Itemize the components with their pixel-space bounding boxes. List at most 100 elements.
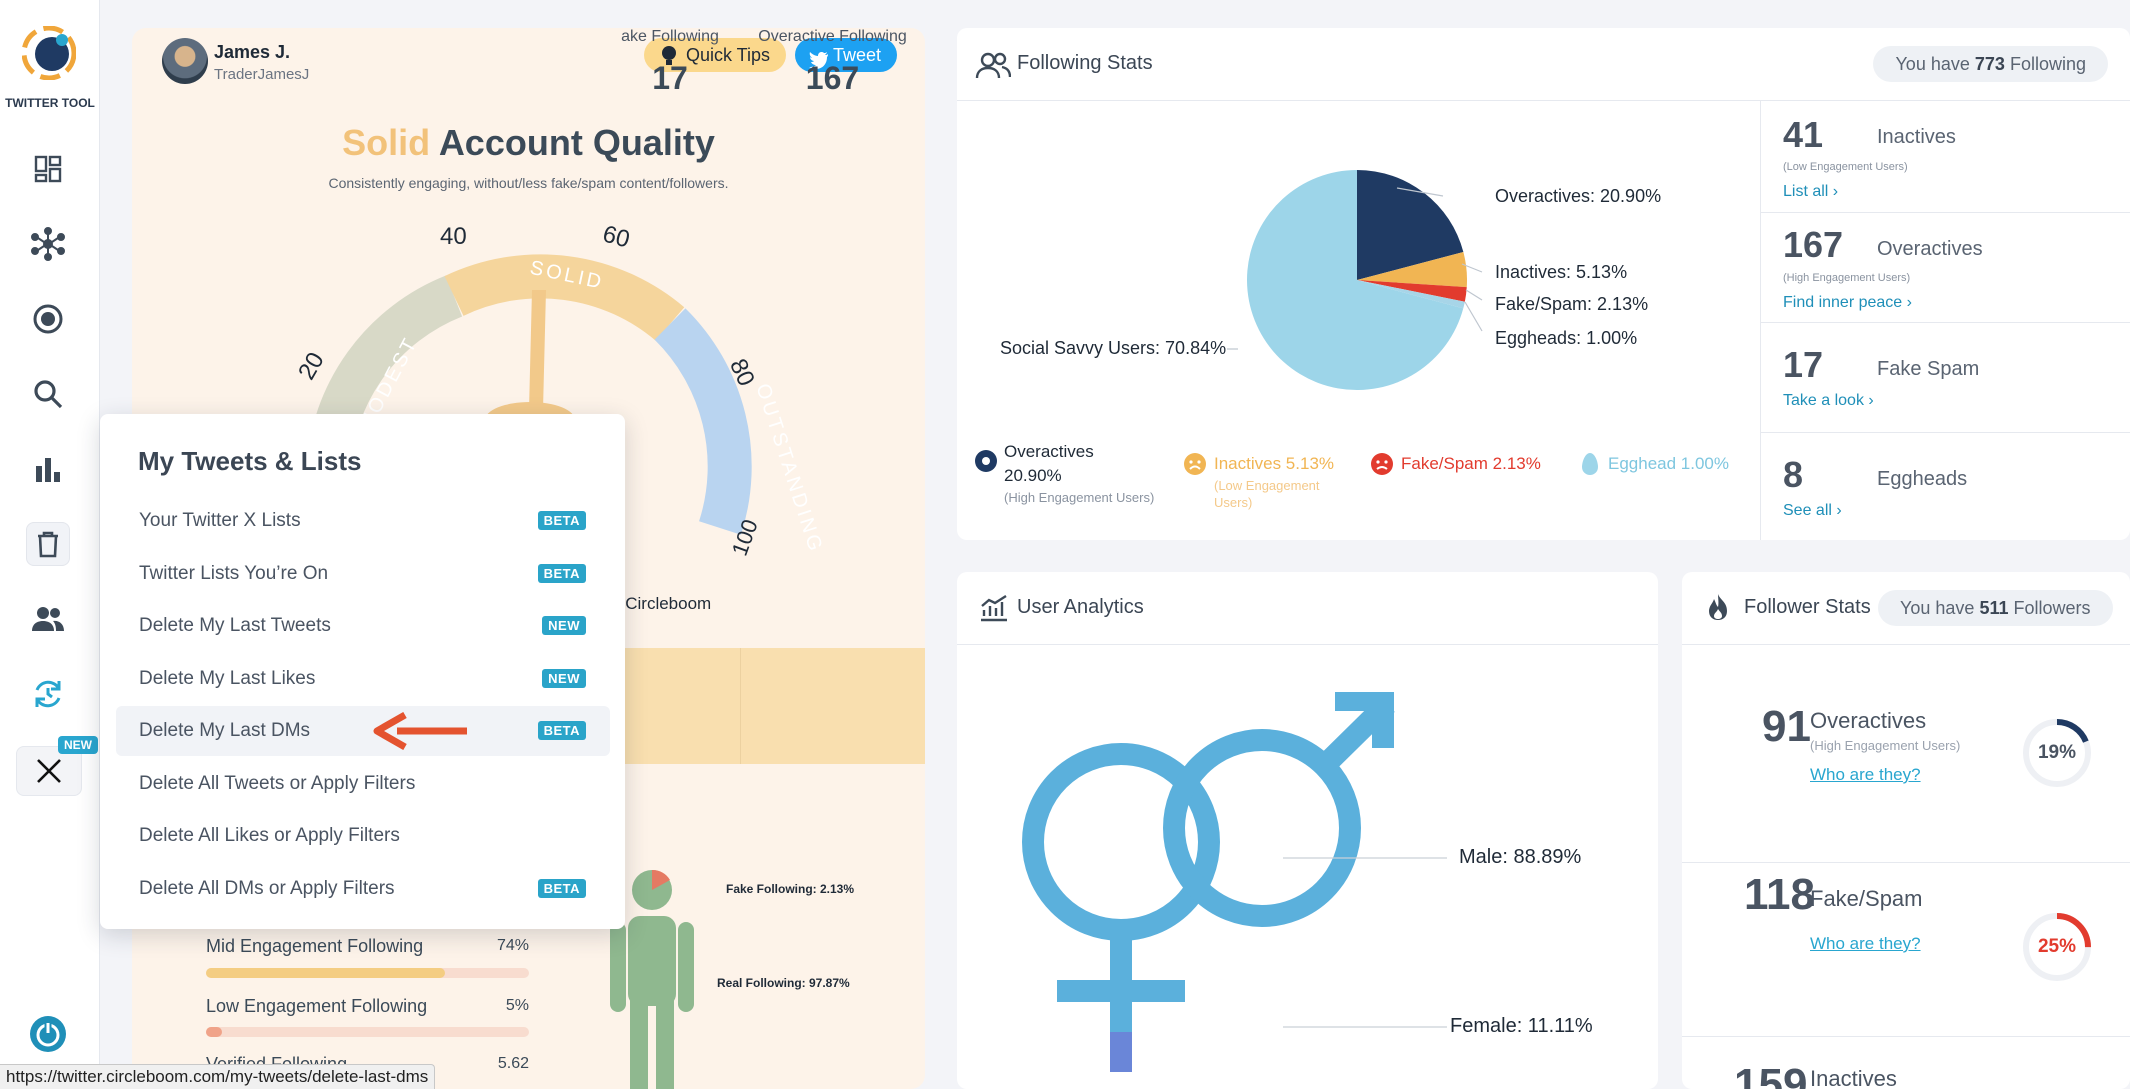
followers-count-pill: You have 511 Followers [1878, 590, 2113, 626]
pie-leader-lines [1227, 187, 1483, 350]
overactives-sub: (High Engagement Users) [1783, 272, 1911, 284]
eggheads-label: Eggheads [1877, 468, 1968, 490]
new-badge: NEW [58, 736, 98, 754]
power-icon[interactable] [28, 1014, 68, 1054]
users-icon[interactable] [26, 597, 70, 641]
sidebar: TWITTER TOOL NEW [0, 0, 100, 1089]
leader-line-fake [1465, 289, 1483, 301]
legend-egghead: Egghead 1.00% [1608, 454, 1729, 473]
target-icon[interactable] [26, 297, 70, 341]
legend-fake: Fake/Spam 2.13% [1401, 454, 1541, 473]
gauge-band-outstanding [654, 308, 752, 535]
legend-inactives-sub: Users) [1214, 495, 1253, 510]
inactives-sub: (Low Engagement Users) [1783, 161, 1908, 173]
quick-tips-button[interactable]: Quick Tips [644, 38, 787, 72]
fake-spam-take-look-link[interactable]: Take a look › [1783, 392, 1874, 409]
beta-badge: BETA [537, 879, 586, 898]
follower-inactives-label: Inactives [1810, 1066, 1897, 1089]
dashboard-icon[interactable] [26, 147, 70, 191]
fake-following-figure-label: Fake Following: 2.13% [726, 882, 855, 896]
low-engagement-pct: 5% [505, 997, 529, 1014]
card-divider [957, 644, 1658, 645]
gender-leader-lines [1283, 857, 1447, 1028]
analytics-chart-icon [979, 594, 1009, 622]
ring-progress [2023, 719, 2091, 787]
menu-item-label: Delete My Last Tweets [139, 615, 331, 636]
overactives-find-link[interactable]: Find inner peace › [1783, 294, 1912, 311]
pie-label-fake: Fake/Spam: 2.13% [1495, 294, 1649, 314]
pie-slice-inactives [1357, 251, 1467, 288]
following-count-pill: You have 773 Following [1873, 46, 2108, 82]
fake-following-label: ake Following [621, 28, 719, 45]
follower-fake-label: Fake/Spam [1810, 886, 1923, 911]
menu-item-label: Your Twitter X Lists [139, 510, 301, 531]
followers-pill-suffix: Followers [2013, 598, 2091, 618]
follower-stats-title: Follower Stats [1744, 596, 1871, 618]
following-pie-chart [1247, 170, 1467, 390]
overactives-who-link[interactable]: Who are they? [1810, 765, 1921, 784]
pie-slice-social-savvy-users [1247, 170, 1464, 390]
fake-following-cell: ake Following 17 [600, 0, 740, 116]
user-analytics-title: User Analytics [1017, 596, 1144, 618]
angry-face-icon [1370, 452, 1394, 476]
real-following-figure-label: Real Following: 97.87% [717, 976, 850, 990]
menu-item-twitter-x-lists[interactable]: Your Twitter X Lists BETA [116, 496, 610, 546]
pie-slice-eggheads [1357, 280, 1465, 309]
menu-item-label: Delete My Last Likes [139, 668, 316, 689]
quality-subtitle: Consistently engaging, without/less fake… [328, 175, 729, 191]
menu-item-delete-all-likes[interactable]: Delete All Likes or Apply Filters [116, 811, 610, 861]
fake-spam-label: Fake Spam [1877, 358, 1980, 380]
card-divider [957, 100, 2130, 101]
menu-item-label: Delete All Likes or Apply Filters [139, 825, 400, 846]
card-divider [1760, 322, 2130, 323]
avatar[interactable] [162, 38, 208, 84]
overactives-ring [2023, 719, 2091, 787]
followers-pill-prefix: You have [1900, 598, 1975, 618]
gender-symbols-icon [1022, 692, 1395, 1072]
user-analytics-card: User Analytics Male: 88.89% Female: 11.1… [957, 572, 1658, 1089]
quick-tips-label: Quick Tips [686, 45, 771, 65]
menu-item-delete-last-likes[interactable]: Delete My Last Likes NEW [116, 654, 610, 704]
menu-item-delete-last-tweets[interactable]: Delete My Last Tweets NEW [116, 601, 610, 651]
lightbulb-icon [660, 44, 678, 66]
x-logo-icon[interactable] [16, 746, 82, 796]
menu-item-label: Delete All Tweets or Apply Filters [139, 773, 416, 794]
sync-icon[interactable] [26, 672, 70, 716]
gauge-tick-20: 20 [293, 348, 330, 385]
beta-badge: BETA [537, 511, 586, 530]
eggheads-see-all-link[interactable]: See all › [1783, 502, 1842, 519]
low-engagement-bar [206, 1027, 529, 1037]
tweet-button[interactable]: Tweet [795, 38, 898, 72]
menu-item-delete-last-dms[interactable]: Delete My Last DMs BETA [116, 706, 610, 756]
legend-inactives: Inactives 5.13% [1214, 454, 1335, 473]
menu-item-lists-youre-on[interactable]: Twitter Lists You’re On BETA [116, 549, 610, 599]
legend-overactives-sub: (High Engagement Users) [1004, 490, 1155, 505]
bar-chart-icon[interactable] [26, 447, 70, 491]
menu-item-delete-all-dms[interactable]: Delete All DMs or Apply Filters BETA [116, 864, 610, 914]
leader-line-eggheads [1464, 301, 1483, 332]
fake-spam-count: 17 [1783, 344, 1824, 385]
arrow-left-icon [371, 711, 469, 751]
mid-engagement-bar [206, 968, 529, 978]
card-divider [1682, 862, 2130, 863]
menu-item-delete-all-tweets[interactable]: Delete All Tweets or Apply Filters [116, 759, 610, 809]
search-icon[interactable] [26, 372, 70, 416]
trash-icon[interactable] [26, 522, 70, 566]
brand-logo-icon[interactable] [21, 25, 77, 81]
fake-who-link[interactable]: Who are they? [1810, 934, 1921, 953]
following-stats-title: Following Stats [1017, 52, 1153, 74]
inactives-list-all-link[interactable]: List all › [1783, 183, 1839, 200]
quality-title-text: Account Quality [438, 122, 715, 163]
overactive-following-label: Overactive Following [758, 28, 907, 45]
mid-engagement-bar-fill [206, 968, 446, 978]
following-users-icon [975, 50, 1012, 80]
mid-engagement-pct: 74% [496, 937, 529, 954]
follower-fake-count: 118 [1744, 870, 1815, 919]
follower-overactives-sub: (High Engagement Users) [1810, 738, 1961, 753]
following-count: 773 [1974, 54, 2005, 74]
follower-stats-card: Follower Stats You have 511 Followers 91… [1682, 572, 2130, 1089]
network-icon[interactable] [26, 222, 70, 266]
legend-inactives-sub: (Low Engagement [1214, 478, 1320, 493]
profile-handle: TraderJamesJ [214, 66, 310, 83]
tweet-label: Tweet [833, 45, 882, 65]
